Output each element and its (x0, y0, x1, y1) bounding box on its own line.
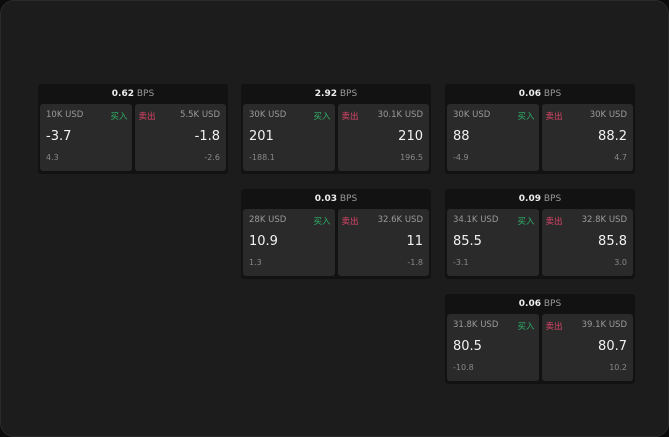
size: 30.1K USD (377, 110, 423, 120)
buy-label: 买入 (517, 112, 535, 122)
buy-button[interactable]: 31.8K USD 买入 80.5 -10.8 (447, 314, 539, 381)
sell-button[interactable]: 32.6K USD 卖出 11 -1.8 (337, 209, 429, 276)
change: -1.8 (407, 258, 423, 267)
size: 34.1K USD (453, 215, 499, 225)
sell-label: 卖出 (138, 112, 156, 122)
price: 88 (453, 129, 470, 144)
change: -188.1 (249, 153, 275, 162)
price: -3.7 (46, 129, 72, 144)
spread-unit: BPS (543, 89, 562, 99)
size: 30K USD (453, 110, 491, 120)
spread-header: 0.06 BPS (445, 294, 635, 314)
size: 39.1K USD (581, 320, 627, 330)
spread-value: 2.92 (314, 89, 337, 99)
change: 3.0 (614, 258, 627, 267)
price: 80.5 (453, 339, 482, 354)
quote-widget: 0.62 BPS 10K USD 买入 -3.7 4.3 5.5K USD 卖出… (38, 84, 228, 174)
size: 5.5K USD (180, 110, 220, 120)
spread-header: 0.09 BPS (445, 189, 635, 209)
price: 80.7 (598, 339, 627, 354)
size: 10K USD (46, 110, 84, 120)
sell-button[interactable]: 32.8K USD 卖出 85.8 3.0 (541, 209, 633, 276)
price: 10.9 (249, 234, 278, 249)
price: 85.8 (598, 234, 627, 249)
quote-widget: 0.09 BPS 34.1K USD 买入 85.5 -3.1 32.8K US… (445, 189, 635, 279)
spread-header: 0.03 BPS (241, 189, 431, 209)
spread-value: 0.62 (111, 89, 134, 99)
spread-value: 0.09 (518, 194, 541, 204)
sell-label: 卖出 (341, 217, 359, 227)
size: 30K USD (249, 110, 287, 120)
quote-widget: 0.06 BPS 30K USD 买入 88 -4.9 30K USD 卖出 8… (445, 84, 635, 174)
buy-label: 买入 (517, 322, 535, 332)
size: 32.8K USD (581, 215, 627, 225)
spread-header: 0.62 BPS (38, 84, 228, 104)
spread-unit: BPS (543, 299, 562, 309)
quote-widget: 0.03 BPS 28K USD 买入 10.9 1.3 32.6K USD 卖… (241, 189, 431, 279)
sell-label: 卖出 (545, 112, 563, 122)
buy-button[interactable]: 30K USD 买入 88 -4.9 (447, 104, 539, 171)
buy-label: 买入 (517, 217, 535, 227)
buy-label: 买入 (313, 112, 331, 122)
spread-value: 0.06 (518, 299, 541, 309)
buy-button[interactable]: 10K USD 买入 -3.7 4.3 (40, 104, 132, 171)
sell-button[interactable]: 30K USD 卖出 88.2 4.7 (541, 104, 633, 171)
quote-widget: 0.06 BPS 31.8K USD 买入 80.5 -10.8 39.1K U… (445, 294, 635, 384)
sell-button[interactable]: 30.1K USD 卖出 210 196.5 (337, 104, 429, 171)
price: 201 (249, 129, 274, 144)
change: -2.6 (204, 153, 220, 162)
price: 88.2 (598, 129, 627, 144)
spread-unit: BPS (136, 89, 155, 99)
change: 1.3 (249, 258, 262, 267)
change: 4.3 (46, 153, 59, 162)
sell-label: 卖出 (545, 322, 563, 332)
sell-button[interactable]: 5.5K USD 卖出 -1.8 -2.6 (134, 104, 226, 171)
spread-unit: BPS (339, 89, 358, 99)
buy-button[interactable]: 30K USD 买入 201 -188.1 (243, 104, 335, 171)
price: 11 (406, 234, 423, 249)
sell-label: 卖出 (545, 217, 563, 227)
sell-button[interactable]: 39.1K USD 卖出 80.7 10.2 (541, 314, 633, 381)
change: 4.7 (614, 153, 627, 162)
change: 196.5 (400, 153, 423, 162)
spread-header: 2.92 BPS (241, 84, 431, 104)
buy-button[interactable]: 28K USD 买入 10.9 1.3 (243, 209, 335, 276)
spread-header: 0.06 BPS (445, 84, 635, 104)
size: 32.6K USD (377, 215, 423, 225)
size: 30K USD (589, 110, 627, 120)
change: -3.1 (453, 258, 469, 267)
spread-unit: BPS (339, 194, 358, 204)
spread-value: 0.03 (314, 194, 337, 204)
spread-value: 0.06 (518, 89, 541, 99)
change: -4.9 (453, 153, 469, 162)
price: 85.5 (453, 234, 482, 249)
buy-label: 买入 (313, 217, 331, 227)
size: 31.8K USD (453, 320, 499, 330)
price: 210 (398, 129, 423, 144)
spread-unit: BPS (543, 194, 562, 204)
change: 10.2 (609, 363, 627, 372)
price: -1.8 (194, 129, 220, 144)
quote-widget: 2.92 BPS 30K USD 买入 201 -188.1 30.1K USD… (241, 84, 431, 174)
buy-button[interactable]: 34.1K USD 买入 85.5 -3.1 (447, 209, 539, 276)
sell-label: 卖出 (341, 112, 359, 122)
buy-label: 买入 (110, 112, 128, 122)
size: 28K USD (249, 215, 287, 225)
change: -10.8 (453, 363, 474, 372)
